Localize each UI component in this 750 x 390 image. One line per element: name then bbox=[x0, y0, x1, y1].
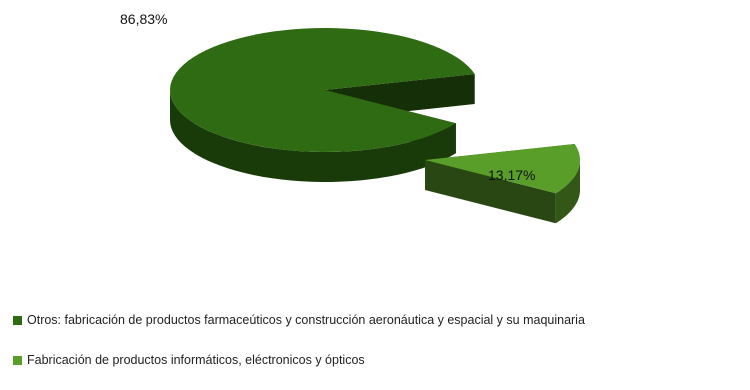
legend-label-otros: Otros: fabricación de productos farmaceú… bbox=[27, 313, 585, 327]
pie-slices bbox=[170, 28, 580, 224]
slice-1 bbox=[425, 143, 580, 224]
data-labels: 86,83% 13,17% bbox=[120, 11, 535, 183]
legend-label-informaticos: Fabricación de productos informáticos, e… bbox=[27, 353, 365, 367]
data-label-0: 86,83% bbox=[120, 11, 167, 27]
slice-0-rim-0 bbox=[170, 90, 456, 182]
legend: Otros: fabricación de productos farmaceú… bbox=[13, 310, 585, 390]
slice-1-top bbox=[425, 143, 580, 194]
legend-swatch-informaticos bbox=[13, 355, 22, 365]
slice-0 bbox=[170, 28, 475, 182]
slice-0-top bbox=[170, 28, 475, 152]
slice-1-rim-0 bbox=[555, 160, 580, 224]
slice-1-wall-1 bbox=[425, 160, 556, 224]
legend-item-informaticos: Fabricación de productos informáticos, e… bbox=[13, 350, 585, 370]
legend-swatch-otros bbox=[13, 315, 22, 325]
legend-item-otros: Otros: fabricación de productos farmaceú… bbox=[13, 310, 585, 330]
pie-chart: 86,83% 13,17% bbox=[120, 11, 580, 224]
data-label-1: 13,17% bbox=[488, 167, 535, 183]
